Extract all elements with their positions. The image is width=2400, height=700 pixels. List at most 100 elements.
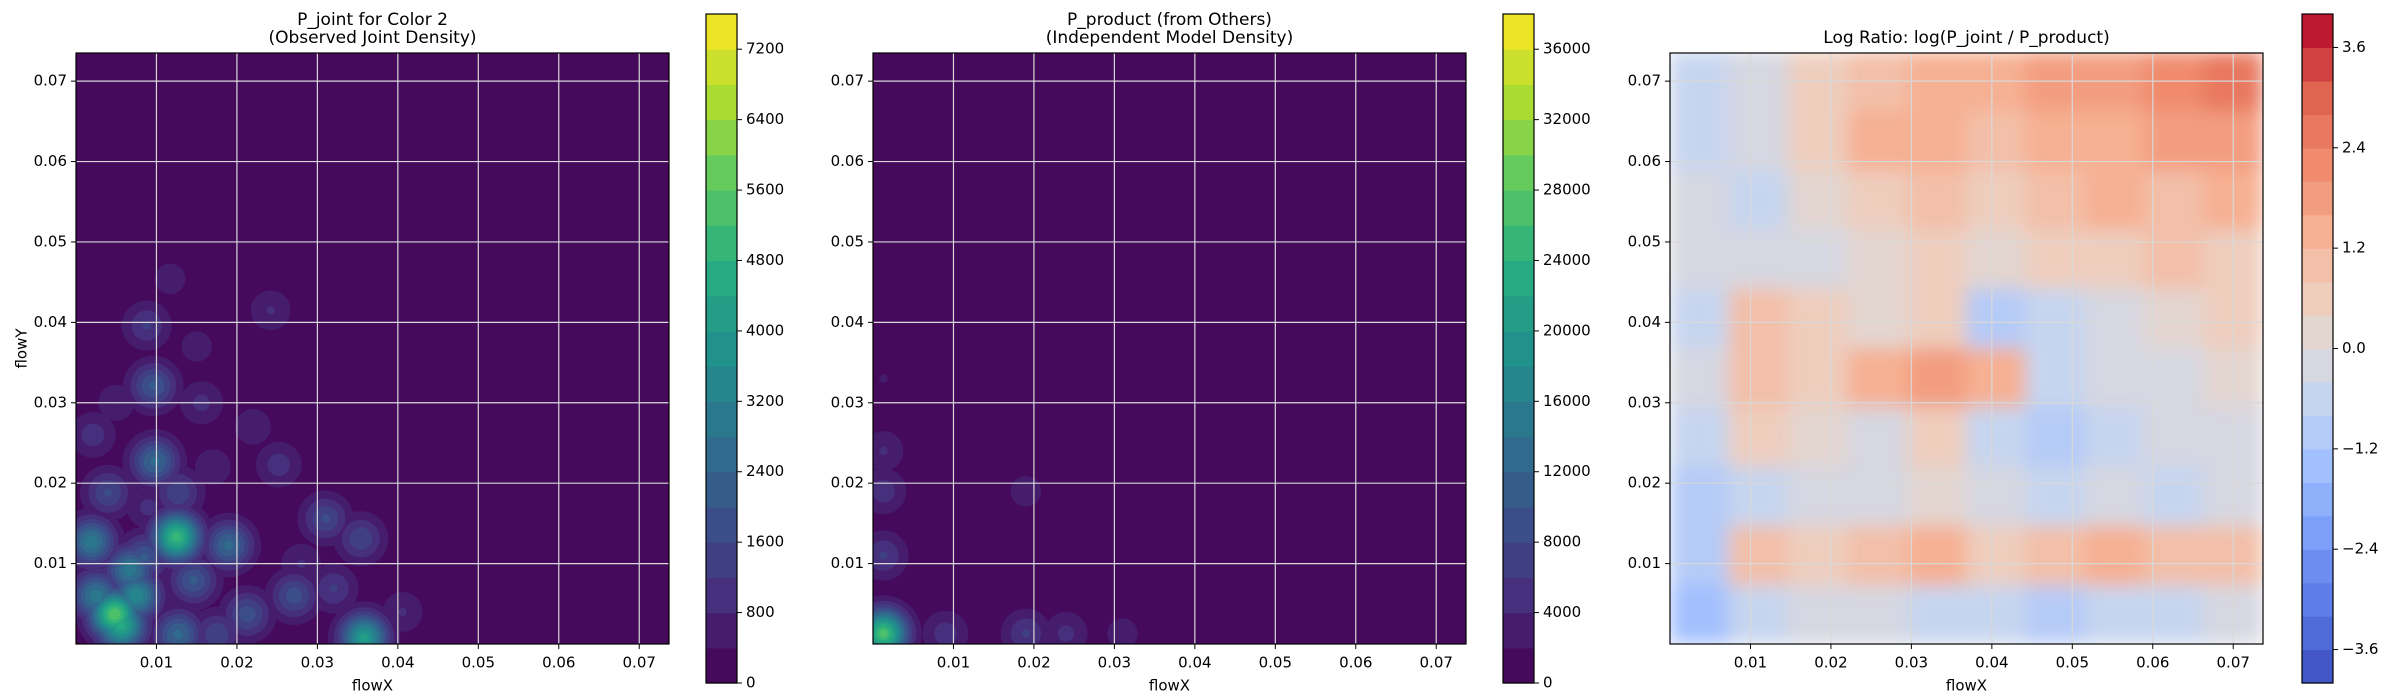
y-axis-label: flowY	[13, 328, 31, 369]
x-tick-label: 0.03	[1895, 654, 1928, 672]
heatmap-cell	[1907, 169, 1967, 230]
contour-ring	[329, 584, 338, 593]
heatmap-cell	[2025, 406, 2086, 467]
heatmap-cell	[1966, 169, 2026, 230]
x-tick-label: 0.05	[462, 654, 495, 672]
colorbar-tick-label: 1.2	[2342, 239, 2366, 257]
x-tick-label: 0.01	[140, 654, 173, 672]
colorbar-band	[2302, 415, 2333, 450]
heatmap-cell	[2025, 525, 2086, 586]
panel: 0.01 0.02 0.03 0.04 0.05 0.06 0.070.010.020.03…	[13, 10, 785, 695]
x-tick-label: 0.07	[2217, 654, 2250, 672]
heatmap-cell	[1728, 406, 1789, 467]
colorbar-band	[2302, 482, 2333, 517]
contour-ring	[879, 374, 888, 383]
heatmap-cell	[1847, 228, 1908, 289]
heatmap-cell	[1670, 466, 1730, 526]
y-tick-label: 0.05	[34, 232, 67, 250]
contour-ring	[879, 551, 888, 560]
heatmap-cell	[2143, 466, 2204, 526]
colorbar-tick-label: 1600	[746, 533, 784, 551]
colorbar-tick-label: −2.4	[2342, 540, 2378, 558]
axes-frame	[1669, 52, 2264, 645]
colorbar-tick-label: 0	[746, 674, 756, 692]
colorbar-band	[2302, 515, 2333, 550]
heatmap-cell	[1670, 347, 1730, 407]
heatmap-cell	[1670, 228, 1730, 289]
colorbar-tick-label: 6400	[746, 110, 784, 128]
colorbar-band	[2302, 248, 2333, 283]
heatmap-cell	[2143, 347, 2204, 407]
plot-background	[873, 53, 1466, 644]
heatmap-cell	[1847, 53, 1908, 111]
heatmap-cell	[1788, 406, 1848, 467]
axes-frame	[872, 52, 1467, 645]
heatmap-cell	[1670, 584, 1730, 644]
colorbar-band	[1503, 295, 1534, 332]
heatmap-cell	[2085, 169, 2145, 230]
heatmap-cell	[1670, 525, 1730, 586]
x-tick-label: 0.05	[1259, 654, 1292, 672]
colorbar-band	[706, 260, 737, 297]
colorbar-band	[2302, 448, 2333, 483]
colorbar-band	[706, 506, 737, 543]
colorbar-band	[1503, 577, 1534, 614]
contour-ring	[289, 591, 299, 600]
colorbar-band	[706, 436, 737, 473]
heatmap-cell	[1966, 584, 2026, 644]
colorbar-band	[1503, 542, 1534, 578]
x-tick-label: 0.04	[1975, 654, 2008, 672]
contour-ring	[165, 274, 175, 284]
colorbar-band	[2302, 147, 2333, 182]
x-tick-label: 0.06	[2136, 654, 2169, 672]
heatmap-cell	[1788, 466, 1848, 526]
heatmap-cell	[1966, 406, 2026, 467]
contour-ring	[879, 446, 888, 456]
y-tick-label: 0.01	[1628, 554, 1661, 572]
heatmap-cell	[1966, 466, 2026, 526]
colorbar-tick-label: 3.6	[2342, 38, 2366, 56]
y-tick-label: 0.03	[34, 393, 67, 411]
x-axis-label: flowX	[1946, 677, 1987, 695]
heatmap-cell	[2025, 584, 2086, 644]
heatmap-cell	[1847, 288, 1908, 349]
contour-ring	[192, 342, 201, 351]
heatmap-cell	[1788, 228, 1848, 289]
colorbar-band	[706, 295, 737, 332]
heatmap-cell	[2025, 288, 2086, 349]
contour-ring	[149, 381, 158, 391]
heatmap-cell	[2085, 228, 2145, 289]
colorbar-band	[706, 14, 737, 50]
heatmap-cell	[1966, 110, 2026, 171]
colorbar-tick-label: 0.0	[2342, 339, 2366, 357]
panel: 0.01 0.02 0.03 0.04 0.05 0.06 0.070.010.020.03…	[1628, 13, 2378, 695]
colorbar-frame	[1502, 13, 1535, 684]
contour-ring	[879, 629, 888, 638]
colorbar-band	[1503, 647, 1534, 684]
heatmap-cell	[1966, 347, 2026, 407]
colorbar: 0 4000 8000 12000 16000 20000 24000 28000 32000 3…	[1502, 13, 1591, 692]
heatmap-cell	[1907, 466, 1967, 526]
heatmap-cell	[1728, 169, 1789, 230]
colorbar-tick-label: −3.6	[2342, 640, 2378, 658]
colorbar-band	[706, 647, 737, 684]
contour-ring	[224, 540, 234, 550]
colorbar-tick-label: 12000	[1543, 462, 1591, 480]
x-tick-label: 0.06	[542, 654, 575, 672]
contour-ring	[266, 306, 275, 315]
y-tick-label: 0.02	[831, 474, 864, 492]
y-tick-label: 0.05	[831, 232, 864, 250]
heatmap-cell	[1907, 110, 1967, 171]
y-tick-label: 0.07	[1628, 72, 1661, 90]
x-tick-label: 0.04	[381, 654, 414, 672]
heatmap-cell	[1670, 406, 1730, 467]
x-tick-label: 0.07	[623, 654, 656, 672]
heatmap-cell	[1728, 53, 1789, 111]
contour-ring	[274, 460, 283, 469]
y-tick-label: 0.07	[831, 72, 864, 90]
heatmap-cell	[2025, 53, 2086, 111]
colorbar-band	[2302, 281, 2333, 316]
contour-ring	[243, 610, 252, 619]
heatmap-cell	[1728, 288, 1789, 349]
